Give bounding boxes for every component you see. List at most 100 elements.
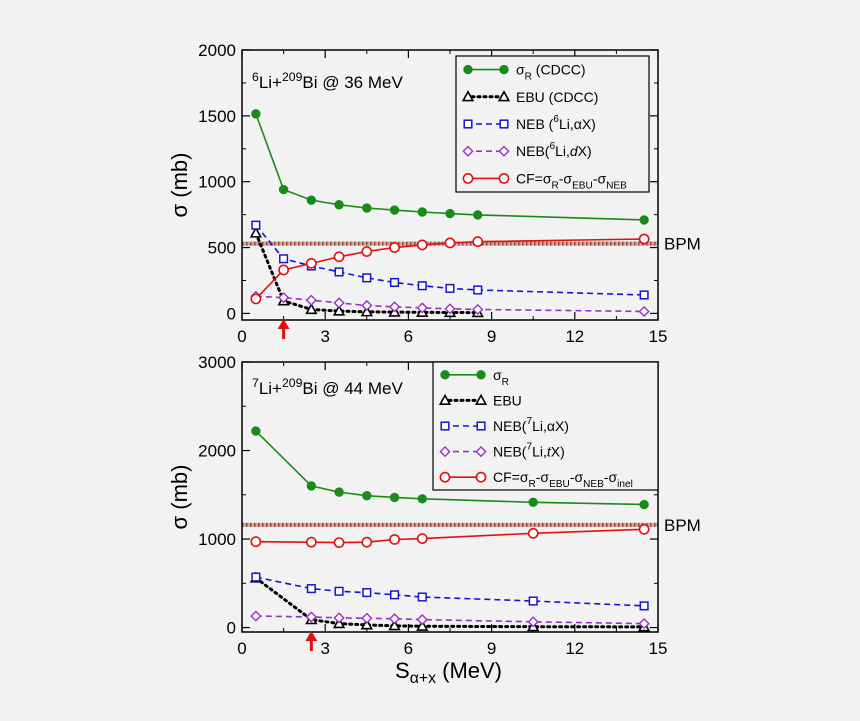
legend-entry: σR (CDCC): [463, 62, 586, 83]
legend: σR (CDCC) EBU (CDCC) NEB (6Li,αX) NEB(6Li,d…: [455, 55, 650, 193]
legend-box: [432, 361, 659, 491]
chart-title: 7Li+209Bi @ 44 MeV: [252, 376, 403, 398]
bpm-label: BPM: [664, 516, 701, 535]
series-line: [255, 238, 645, 300]
data-point: [250, 293, 262, 305]
series-5: [250, 233, 650, 305]
legend-entry: NEB(7Li,αX): [440, 416, 569, 434]
legend-marker-right: [498, 172, 510, 184]
data-point: [362, 203, 372, 213]
legend-marker-right: [475, 446, 487, 458]
data-point: [445, 283, 455, 293]
data-point: [417, 592, 427, 602]
data-point: [389, 590, 400, 600]
data-point: [305, 611, 317, 623]
data-point: [527, 616, 539, 628]
y-tick-label: 2000: [198, 41, 236, 60]
y-tick-label: 500: [208, 239, 236, 258]
x-tick-label: 3: [320, 327, 329, 346]
series-5: [250, 523, 650, 548]
data-point: [361, 246, 373, 257]
legend-entry: NEB (6Li,αX): [463, 114, 596, 132]
data-point: [251, 109, 261, 119]
data-point: [388, 619, 401, 631]
data-point: [306, 584, 316, 594]
data-point: [473, 210, 483, 220]
data-point: [527, 527, 539, 539]
data-point: [473, 285, 483, 295]
data-point: [638, 305, 650, 318]
legend-marker-left: [462, 172, 474, 184]
data-point: [417, 281, 427, 291]
data-point: [306, 481, 317, 491]
series-line: [254, 576, 646, 629]
legend-marker-left: [440, 421, 450, 431]
data-point: [305, 257, 317, 269]
plot-frame: [241, 49, 659, 321]
data-point: [305, 536, 317, 548]
series-3: [251, 220, 649, 300]
y-axis-label: σ (mb): [167, 465, 192, 530]
data-point: [333, 297, 345, 309]
legend-marker-right: [499, 64, 509, 75]
data-point: [416, 239, 428, 251]
data-point: [639, 290, 649, 300]
bpm-label: BPM: [664, 235, 701, 254]
data-point: [251, 572, 261, 582]
series-line: [255, 576, 645, 607]
data-point: [334, 487, 344, 497]
y-tick-label: 3000: [198, 353, 236, 372]
series-line: [255, 295, 645, 313]
data-point: [388, 613, 401, 625]
legend-marker-right: [475, 471, 487, 483]
data-point: [389, 205, 400, 215]
data-point: [333, 537, 345, 548]
chart-title: 6Li+209Bi @ 36 MeV: [252, 70, 403, 92]
data-point: [445, 208, 455, 219]
data-point: [416, 302, 428, 314]
x-tick-label: 15: [649, 639, 668, 658]
data-point: [362, 490, 372, 501]
legend-label: CF=σR-σEBU-σNEB: [516, 170, 627, 191]
x-tick-label: 6: [404, 639, 413, 658]
y-tick-label: 2000: [198, 442, 236, 461]
data-point: [639, 601, 649, 611]
data-point: [362, 273, 372, 283]
data-point: [361, 299, 373, 312]
y-tick-label: 1000: [198, 530, 236, 549]
legend-label: EBU (CDCC): [516, 89, 598, 105]
data-point: [416, 614, 428, 626]
data-point: [417, 207, 427, 217]
data-point: [279, 254, 289, 264]
data-point: [250, 536, 262, 548]
data-point: [333, 612, 345, 624]
data-point: [306, 195, 317, 205]
legend-marker-left: [440, 370, 450, 380]
arrow-marker: [305, 631, 318, 651]
series-4: [250, 610, 650, 630]
x-tick-label: 12: [565, 639, 584, 658]
data-point: [472, 303, 484, 316]
data-point: [444, 303, 456, 315]
data-point: [389, 242, 400, 253]
legend-entry: EBU (CDCC): [461, 89, 598, 105]
x-tick-label: 9: [487, 327, 496, 346]
data-point: [362, 588, 372, 598]
data-point: [333, 251, 345, 263]
x-tick-label: 6: [404, 327, 413, 346]
data-point: [416, 619, 429, 631]
data-point: [361, 536, 373, 548]
legend-marker-right: [497, 90, 511, 102]
legend-entry: σR: [440, 367, 509, 388]
data-point: [278, 184, 289, 195]
data-point: [278, 292, 290, 304]
data-point: [249, 226, 263, 238]
legend-marker-left: [438, 393, 452, 406]
x-tick-label: 0: [237, 327, 246, 346]
legend-marker-right: [499, 119, 509, 129]
legend-marker-right: [476, 370, 486, 380]
x-tick-label: 15: [649, 327, 668, 346]
data-point: [444, 237, 456, 249]
series-4: [250, 290, 650, 318]
data-point: [332, 304, 346, 316]
